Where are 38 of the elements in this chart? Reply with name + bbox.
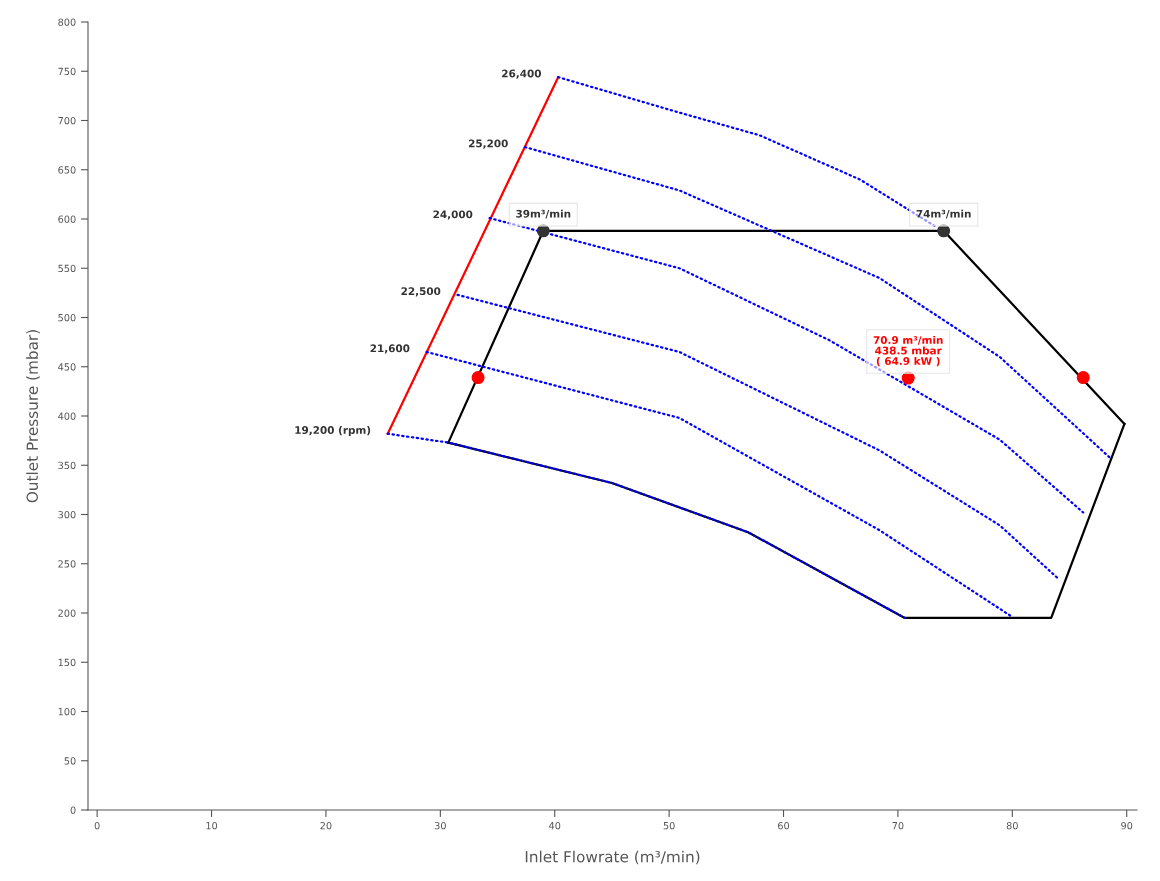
x-tick-label: 60 xyxy=(778,821,790,830)
annotation: 70.9 m³/min 438.5 mbar ( 64.9 kW ) xyxy=(873,335,943,367)
x-tick-label: 0 xyxy=(94,821,100,830)
y-tick-label: 250 xyxy=(58,560,76,568)
y-tick-label: 450 xyxy=(58,363,76,371)
y-tick-label: 650 xyxy=(58,166,76,174)
annotation: 26,400 xyxy=(502,69,541,79)
y-tick-label: 50 xyxy=(64,757,76,765)
x-tick-label: 90 xyxy=(1121,821,1133,830)
x-tick-label: 40 xyxy=(549,821,561,830)
annotation: 25,200 xyxy=(468,139,508,149)
annotation: 24,000 xyxy=(433,210,473,220)
x-tick-label: 30 xyxy=(434,821,446,830)
annotation: 74m³/min xyxy=(916,209,971,219)
y-axis-title: Outlet Pressure (mbar) xyxy=(26,330,40,503)
y-tick-label: 200 xyxy=(58,609,76,617)
y-tick-label: 600 xyxy=(58,215,76,223)
annotation: 39m³/min xyxy=(516,209,571,219)
y-tick-label: 550 xyxy=(58,264,76,273)
x-axis-title: Inlet Flowrate (m³/min) xyxy=(525,850,700,865)
x-tick-label: 20 xyxy=(320,821,332,830)
annotation: 22,500 xyxy=(401,287,441,297)
x-tick-label: 50 xyxy=(663,821,675,830)
y-tick-label: 400 xyxy=(58,412,76,420)
x-tick-label: 10 xyxy=(206,821,218,830)
x-tick-label: 80 xyxy=(1006,821,1018,830)
y-tick-label: 750 xyxy=(58,67,76,76)
y-tick-label: 300 xyxy=(58,510,76,519)
y-tick-label: 700 xyxy=(58,116,76,125)
y-tick-label: 500 xyxy=(58,313,76,322)
y-tick-label: 150 xyxy=(58,658,76,667)
y-tick-label: 800 xyxy=(58,18,76,26)
y-tick-label: 350 xyxy=(58,461,76,470)
y-tick-label: 0 xyxy=(70,806,76,814)
x-tick-label: 70 xyxy=(892,821,904,830)
annotation: 19,200 (rpm) xyxy=(295,425,371,436)
annotation: 21,600 xyxy=(370,344,410,354)
y-tick-label: 100 xyxy=(58,707,76,716)
